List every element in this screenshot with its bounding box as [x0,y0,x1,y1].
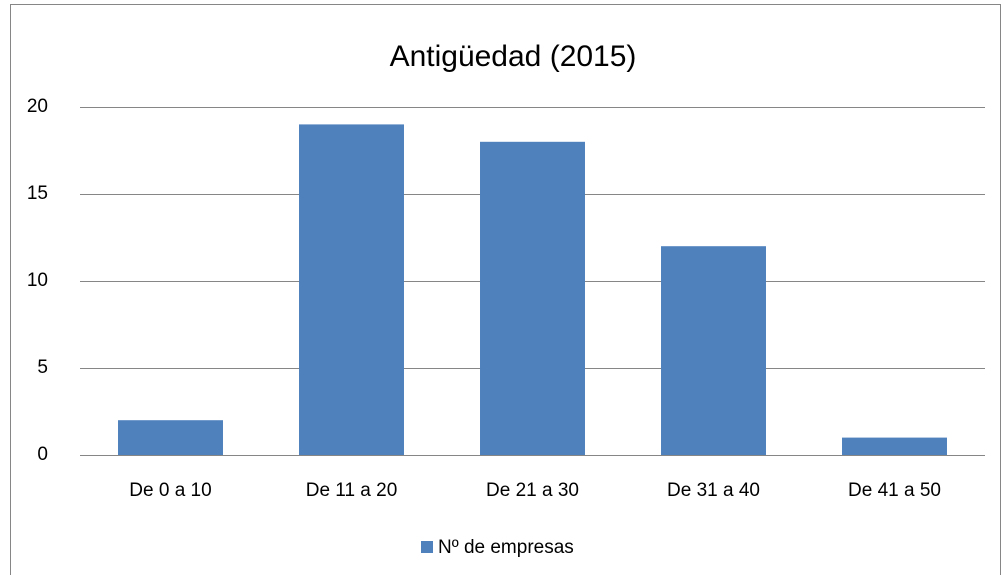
bar [299,124,404,456]
x-tick-label: De 0 a 10 [129,480,211,501]
legend-swatch [421,541,433,553]
x-tick-label: De 11 a 20 [306,480,398,501]
x-tick-label: De 31 a 40 [667,480,760,501]
bar [480,141,585,456]
y-tick-label: 10 [27,270,48,291]
x-tick-label: De 41 a 50 [848,480,941,501]
y-tick-label: 20 [27,96,48,117]
bar [661,246,766,455]
chart-title: Antigüedad (2015) [390,40,637,73]
y-tick-label: 5 [37,357,48,378]
bar [842,437,947,455]
bar [118,420,223,455]
legend-label: Nº de empresas [438,537,574,558]
y-tick-label: 0 [37,444,48,465]
y-tick-label: 15 [27,183,48,204]
x-tick-label: De 21 a 30 [486,480,579,501]
